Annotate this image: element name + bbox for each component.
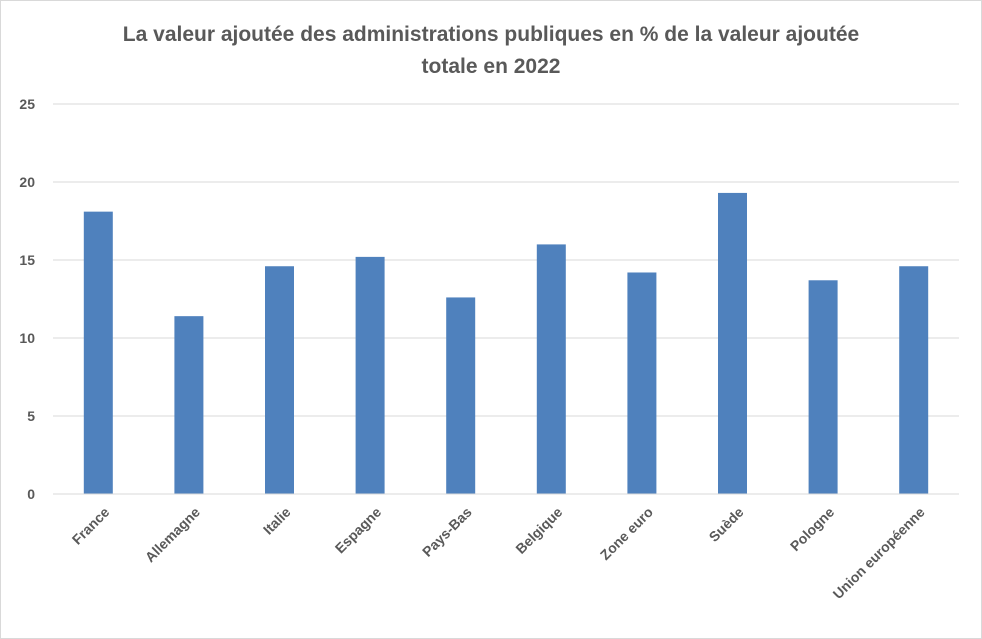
x-tick-label-espagne: Espagne xyxy=(332,504,385,557)
bar-allemagne xyxy=(174,316,204,494)
chart-title: La valeur ajoutée des administrations pu… xyxy=(1,19,981,83)
bar-union-europ-enne xyxy=(899,266,929,494)
y-tick-label-10: 10 xyxy=(19,330,35,346)
bar-zone-euro xyxy=(627,272,657,494)
x-tick-label-belgique: Belgique xyxy=(512,504,565,557)
x-tick-label-pays-bas: Pays-Bas xyxy=(419,504,475,560)
bar-france xyxy=(83,211,113,494)
x-tick-label-italie: Italie xyxy=(260,504,294,538)
bar-su-de xyxy=(718,192,747,495)
chart-title-line-2: totale en 2022 xyxy=(421,55,561,78)
bar-belgique xyxy=(536,244,566,494)
bar-pays-bas xyxy=(446,297,476,494)
y-tick-label-25: 25 xyxy=(19,96,35,112)
y-tick-label-20: 20 xyxy=(19,174,35,190)
y-tick-label-5: 5 xyxy=(27,408,35,424)
x-tick-label-su-de: Suède xyxy=(706,504,747,545)
bar-italie xyxy=(265,266,294,494)
x-tick-label-france: France xyxy=(69,504,113,548)
x-tick-label-union-europ-enne: Union européenne xyxy=(830,504,928,602)
x-tick-label-allemagne: Allemagne xyxy=(142,504,204,566)
y-tick-label-0: 0 xyxy=(27,486,35,502)
y-tick-label-15: 15 xyxy=(19,252,35,268)
x-tick-label-pologne: Pologne xyxy=(787,504,838,555)
bar-pologne xyxy=(808,280,838,494)
bar-espagne xyxy=(355,256,385,494)
x-tick-label-zone-euro: Zone euro xyxy=(597,504,656,563)
chart-title-line-1: La valeur ajoutée des administrations pu… xyxy=(122,23,860,46)
